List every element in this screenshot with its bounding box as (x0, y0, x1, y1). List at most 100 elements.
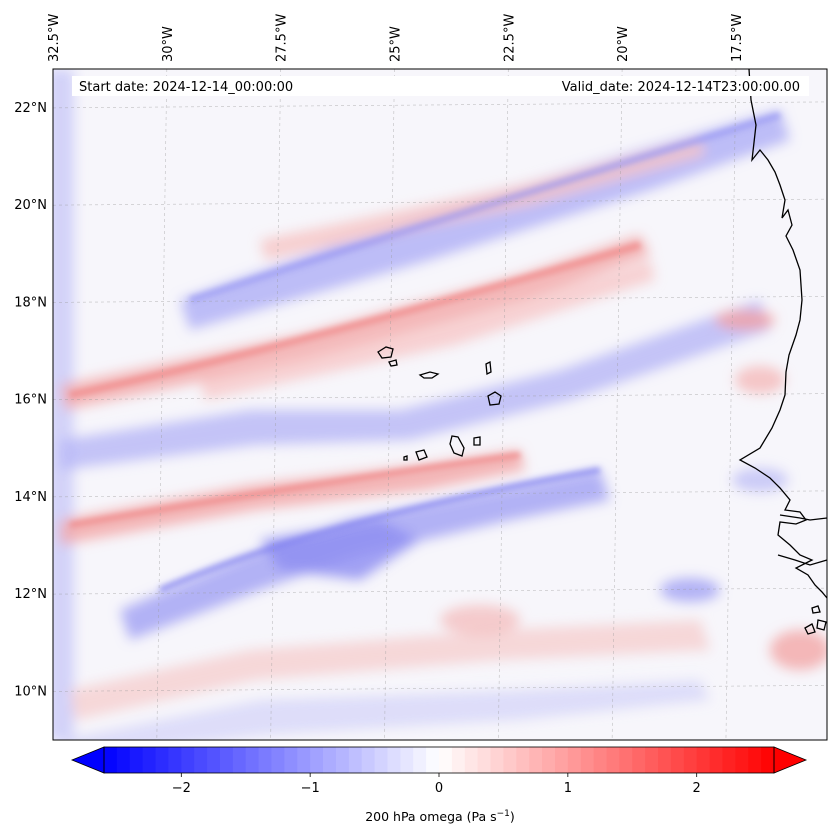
coastal-blue-2 (732, 468, 788, 492)
colorbar-level (554, 747, 569, 773)
colorbar-levels (104, 747, 775, 773)
meridian-gridline (270, 69, 281, 740)
latitude-labels: 22°N 20°N 18°N 16°N 14°N 12°N 10°N (14, 101, 47, 699)
colorbar-level (593, 747, 607, 773)
colorbar-tick-label: −1 (301, 781, 320, 796)
colorbar-extend-max (773, 746, 808, 774)
colorbar-level (670, 747, 685, 773)
colorbar-level (709, 747, 723, 773)
colorbar-tick-label: −2 (172, 781, 191, 796)
island-sal (485, 360, 492, 376)
colorbar-level (335, 747, 350, 773)
colorbar-label: 200 hPa omega (Pa s−1) (365, 809, 515, 824)
valid-date-label: Valid_date: 2024-12-14T23:00:00.00 (562, 80, 800, 95)
island-santo-antao (377, 346, 394, 359)
colorbar-level (619, 747, 633, 773)
start-date-label: Start date: 2024-12-14_00:00:00 (79, 80, 293, 95)
island-brava (403, 455, 408, 461)
colorbar-level (439, 747, 453, 773)
colorbar-level (477, 747, 492, 773)
colorbar-level (129, 747, 144, 773)
colorbar-level (580, 747, 595, 773)
band-red-far-south (70, 620, 710, 720)
colorbar-level (606, 747, 620, 773)
coast-inlet-1 (779, 514, 828, 521)
band-blue-far-south (60, 680, 710, 740)
colorbar-level (683, 747, 698, 773)
colorbar-level (245, 747, 260, 773)
colorbar-level (722, 747, 736, 773)
colorbar-tick-label: 0 (435, 781, 443, 796)
meridian-gridline (384, 69, 395, 740)
latitude-label: 14°N (14, 490, 47, 505)
coast-inlet-2 (777, 554, 828, 566)
map-panel: Start date: 2024-12-14_00:00:00 Valid_da… (52, 68, 828, 741)
island-sao-nicolau (418, 371, 440, 379)
colorbar-ticks: −2 −1 0 1 2 (172, 773, 701, 796)
thin-blue-streak-2 (188, 111, 782, 304)
colorbar-level (645, 747, 659, 773)
colorbar-level (374, 747, 388, 773)
descent-strip-west (53, 69, 74, 740)
colorbar-level (271, 747, 285, 773)
colorbar-level (168, 747, 182, 773)
date-banner (72, 76, 809, 96)
colorbar-level (529, 747, 543, 773)
colorbar-level (400, 747, 414, 773)
african-coastline (738, 68, 828, 599)
central-red-patch (440, 605, 520, 635)
colorbar-level (451, 747, 466, 773)
colorbar-level (348, 747, 363, 773)
colorbar-level (116, 747, 131, 773)
colorbar-level (490, 747, 504, 773)
colorbar-level (104, 747, 118, 773)
colorbar-level (181, 747, 195, 773)
colorbar-level (297, 747, 311, 773)
band-blue-south-2 (260, 520, 420, 580)
thin-blue-streak-1 (158, 467, 601, 593)
colorbar-tick-label: 2 (693, 781, 701, 796)
gridlines (53, 69, 827, 740)
colorbar-level (426, 747, 440, 773)
colorbar-level (323, 747, 337, 773)
coastal-red-2 (735, 366, 785, 394)
colorbar-level (464, 747, 479, 773)
coastline (377, 68, 828, 635)
colorbar-level (735, 747, 749, 773)
colorbar-tick-label: 1 (564, 781, 572, 796)
colorbar-level (503, 747, 517, 773)
thin-red-streak-2 (69, 452, 521, 528)
island-sao-vicente (388, 359, 398, 367)
thin-red-streak-1 (69, 241, 641, 399)
colorbar-extend-min (70, 746, 105, 774)
band-red-central-2 (200, 260, 655, 400)
band-red-south (60, 450, 525, 545)
colorbar-level (284, 747, 298, 773)
island-maio (473, 436, 481, 446)
colorbar-level (516, 747, 530, 773)
colorbar-level (542, 747, 556, 773)
colorbar-level (632, 747, 646, 773)
colorbar-level (696, 747, 711, 773)
island-fogo (415, 449, 428, 461)
colorbar-level (761, 747, 775, 773)
colorbar-level (748, 747, 762, 773)
map-frame (52, 68, 828, 741)
longitude-label: 22.5°W (502, 14, 517, 62)
longitude-label: 30°W (161, 26, 176, 62)
meridian-gridline (611, 69, 623, 740)
meridian-gridline (725, 69, 737, 740)
colorbar-level (219, 747, 234, 773)
coast-islands-south (804, 605, 827, 635)
colorbar-level (413, 747, 427, 773)
latitude-label: 20°N (14, 198, 47, 213)
meridian-gridline (156, 69, 168, 740)
longitude-label: 27.5°W (275, 14, 290, 62)
longitude-label: 32.5°W (47, 14, 62, 62)
latitude-label: 22°N (14, 101, 47, 116)
longitude-label: 17.5°W (730, 14, 745, 62)
colorbar-level (155, 747, 169, 773)
colorbar-level (361, 747, 376, 773)
colorbar-level (567, 747, 582, 773)
